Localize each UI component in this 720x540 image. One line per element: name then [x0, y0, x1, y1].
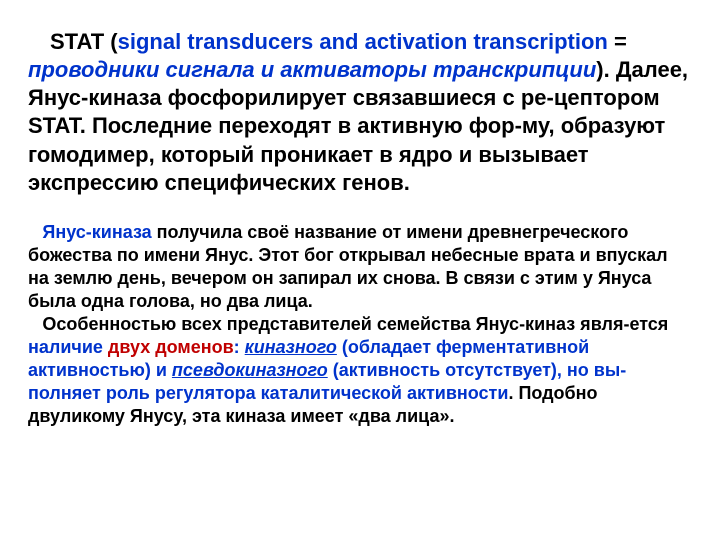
paragraph-stat: STAT (signal transducers and activation …	[28, 28, 692, 197]
janus-term: Янус-киназа	[42, 222, 151, 242]
dom-b: наличие	[28, 337, 108, 357]
stat-russian: проводники сигнала и активаторы транскри…	[28, 57, 596, 82]
stat-close: ).	[596, 57, 616, 82]
stat-english: signal transducers and activation transc…	[118, 29, 608, 54]
paragraph-domains: Особенностью всех представителей семейст…	[28, 313, 692, 428]
dom-pseudokinase: псевдокиназного	[172, 360, 328, 380]
stat-lead: STAT (	[50, 29, 118, 54]
paragraph-janus: Янус-киназа получила своё название от им…	[28, 221, 692, 313]
dom-two: двух доменов	[108, 337, 234, 357]
dom-kinase: киназного	[245, 337, 337, 357]
dom-colon: :	[234, 337, 245, 357]
dom-a: Особенностью всех представителей семейст…	[42, 314, 668, 334]
page: STAT (signal transducers and activation …	[0, 0, 720, 540]
stat-eq: =	[608, 29, 627, 54]
